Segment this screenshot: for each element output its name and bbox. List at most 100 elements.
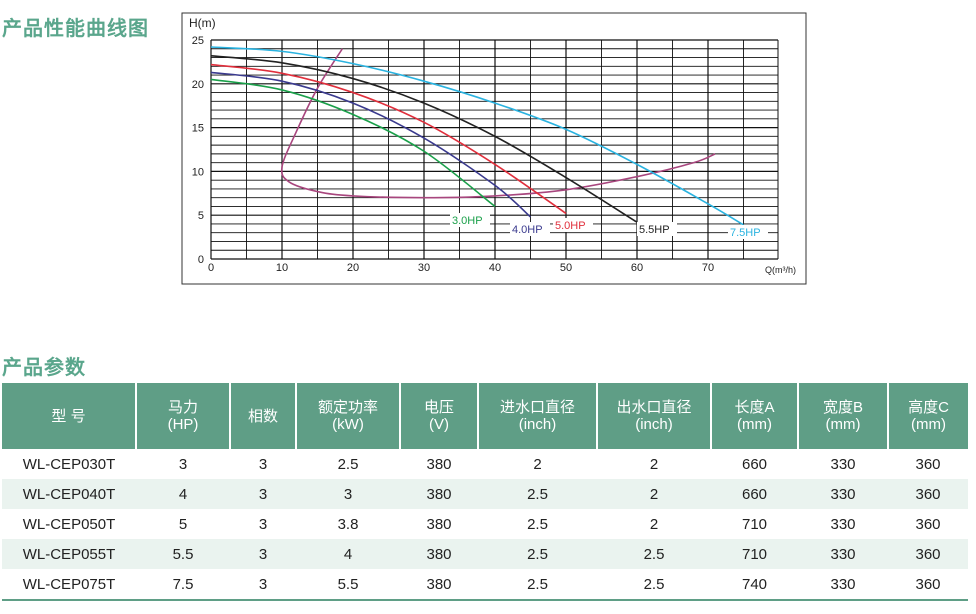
column-header: 马力 (HP)	[136, 383, 231, 449]
column-header-label: 长度A	[734, 399, 775, 416]
table-cell: 660	[711, 479, 798, 509]
y-tick-label: 25	[192, 35, 204, 47]
table-cell: 660	[711, 449, 798, 479]
x-tick-label: 40	[489, 262, 501, 274]
column-header-unit: (inch)	[518, 416, 557, 433]
table-cell: 330	[798, 509, 888, 539]
table-cell: 330	[798, 569, 888, 601]
y-tick-label: 20	[192, 79, 204, 91]
column-header-unit: (kW)	[332, 416, 364, 433]
series-label: 5.5HP	[639, 224, 670, 236]
column-header-unit: (mm)	[825, 416, 861, 433]
column-header-unit: (mm)	[911, 416, 946, 433]
column-header-unit: (V)	[429, 416, 449, 433]
series-line-7-5hp	[210, 46, 744, 226]
column-header-label: 高度C	[908, 399, 949, 416]
table-cell: WL-CEP075T	[2, 569, 136, 601]
table-cell: 2.5	[478, 509, 597, 539]
table-cell: 380	[400, 509, 478, 539]
table-cell: 3	[230, 539, 296, 569]
column-header-unit: (inch)	[635, 416, 673, 433]
table-cell: 2.5	[597, 539, 711, 569]
table-cell: 2.5	[597, 569, 711, 601]
x-axis-label: Q(m³/h)	[765, 265, 796, 275]
table-row: WL-CEP075T 7.5 3 5.5 380 2.5 2.5 740 330 360	[2, 569, 968, 601]
column-header-label: 型 号	[51, 407, 86, 425]
table-cell: 5	[136, 509, 230, 539]
table-cell: 3.8	[296, 509, 400, 539]
table-cell: 710	[711, 509, 798, 539]
table-cell: 380	[400, 479, 478, 509]
table-cell: 330	[798, 449, 888, 479]
table-cell: 4	[296, 539, 400, 569]
table-cell: 360	[888, 479, 968, 509]
table-body: WL-CEP030T 3 3 2.5 380 2 2 660 330 360 WL-CEP040T 4…	[2, 449, 968, 601]
y-tick-label: 5	[198, 210, 204, 222]
table-cell: 5.5	[296, 569, 400, 601]
table-cell: 3	[230, 569, 296, 601]
series-label: 5.0HP	[555, 220, 586, 232]
table-cell: 2.5	[478, 539, 597, 569]
x-tick-label: 30	[418, 262, 430, 274]
series-label: 7.5HP	[730, 227, 761, 239]
table-cell: 2.5	[478, 569, 597, 601]
table-cell: 3	[230, 449, 296, 479]
table-cell: WL-CEP050T	[2, 509, 136, 539]
table-cell: 3	[230, 479, 296, 509]
column-header-label: 进水口直径	[499, 399, 575, 416]
column-header-label: 电压	[423, 399, 454, 416]
series-label: 3.0HP	[452, 215, 483, 227]
series-line-5-5hp	[210, 54, 638, 223]
series-line-4-0hp	[210, 71, 532, 218]
table-row: WL-CEP050T 5 3 3.8 380 2.5 2 710 330 360	[2, 509, 968, 539]
column-header: 电压 (V)	[400, 383, 479, 449]
efficiency-curve	[280, 48, 716, 199]
param-section-title: 产品参数	[2, 355, 86, 379]
table-cell: 360	[888, 449, 968, 479]
table-cell: 360	[888, 539, 968, 569]
column-header: 进水口直径 (inch)	[478, 383, 598, 449]
x-tick-label: 20	[347, 262, 359, 274]
table-cell: WL-CEP040T	[2, 479, 136, 509]
table-cell: 3	[136, 449, 230, 479]
y-tick-label: 0	[198, 254, 204, 266]
column-header-unit: (HP)	[167, 416, 199, 433]
x-tick-label: 0	[208, 262, 214, 274]
curve-section-title: 产品性能曲线图	[2, 16, 149, 40]
table-row: WL-CEP030T 3 3 2.5 380 2 2 660 330 360	[2, 449, 968, 479]
chart-series: 3.0HP 4.0HP 5.0HP 5.5HP 7.5HP	[210, 46, 768, 239]
table-cell: 2	[597, 479, 711, 509]
column-header-label: 宽度B	[822, 399, 863, 416]
column-header: 额定功率 (kW)	[296, 383, 401, 449]
table-cell: 2	[597, 449, 711, 479]
series-label-bg	[510, 222, 550, 236]
performance-curve-chart: 0 10 20 30 40 50 60 70 0 5 10 15 20 25 3.0HP 4.0HP 5.0H…	[181, 12, 807, 285]
table-cell: WL-CEP030T	[2, 449, 136, 479]
table-cell: WL-CEP055T	[2, 539, 136, 569]
series-label-bg	[637, 222, 677, 236]
column-header-label: 马力	[167, 399, 198, 416]
series-label-bg	[450, 213, 490, 227]
y-tick-label: 15	[192, 123, 204, 135]
spec-table: 型 号马力 (HP) 相数 额定功率 (kW) 电压 (V) 进水口直径 (inch) 出水口直径…	[2, 383, 968, 601]
table-cell: 330	[798, 479, 888, 509]
table-cell: 380	[400, 569, 478, 601]
column-header: 型 号	[2, 383, 137, 449]
table-cell: 3	[296, 479, 400, 509]
column-header: 相数	[230, 383, 297, 449]
table-cell: 360	[888, 569, 968, 601]
chart-frame	[181, 12, 807, 285]
table-cell: 380	[400, 449, 478, 479]
table-header-row: 型 号马力 (HP) 相数 额定功率 (kW) 电压 (V) 进水口直径 (inch) 出水口直径…	[2, 383, 968, 449]
column-header-unit: (mm)	[737, 416, 772, 433]
table-cell: 4	[136, 479, 230, 509]
table-cell: 710	[711, 539, 798, 569]
series-label: 4.0HP	[512, 224, 543, 236]
table-cell: 7.5	[136, 569, 230, 601]
x-tick-label: 70	[702, 262, 714, 274]
table-cell: 740	[711, 569, 798, 601]
table-cell: 2.5	[296, 449, 400, 479]
column-header: 长度A (mm)	[711, 383, 799, 449]
table-cell: 2	[597, 509, 711, 539]
column-header: 出水口直径 (inch)	[597, 383, 712, 449]
